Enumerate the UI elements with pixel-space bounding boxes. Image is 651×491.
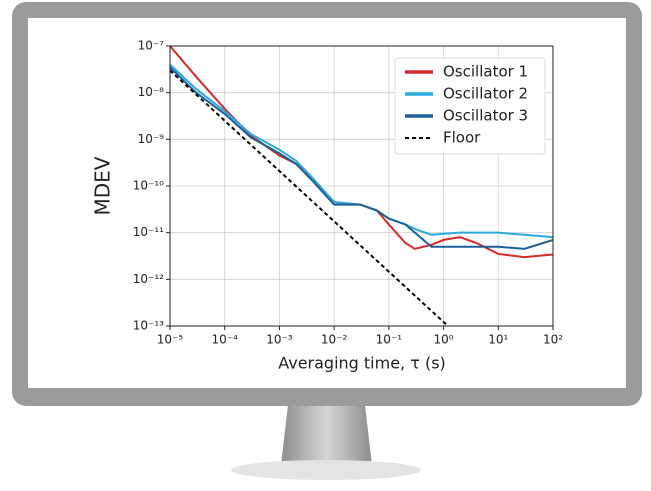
legend-label: Floor <box>443 129 481 147</box>
legend-label: Oscillator 2 <box>443 85 528 103</box>
series-group <box>170 46 553 326</box>
monitor-base <box>231 460 421 480</box>
x-axis-label: Averaging time, τ (s) <box>278 354 446 373</box>
y-tick-label: 10⁻⁸ <box>138 85 165 99</box>
x-tick-label: 10⁰ <box>434 333 454 347</box>
plot-frame <box>169 45 554 327</box>
y-tick-label: 10⁻⁹ <box>138 132 165 146</box>
x-tick-label: 10⁻⁴ <box>212 333 239 347</box>
monitor-stand <box>281 405 372 465</box>
y-tick-label: 10⁻¹⁰ <box>133 179 164 193</box>
x-tick-label: 10⁻⁵ <box>157 333 184 347</box>
plot: 10⁻⁵ 10⁻⁴ 10⁻³ 10⁻² 10⁻¹ 10⁰ 10¹ 10² 10⁻¹³ 10⁻¹² 1… <box>133 39 563 347</box>
x-tick-label: 10² <box>543 333 563 347</box>
x-tick-label: 10¹ <box>488 333 508 347</box>
x-tick-label: 10⁻¹ <box>376 333 403 347</box>
legend-label: Oscillator 3 <box>443 107 528 125</box>
legend-label: Oscillator 1 <box>443 63 528 81</box>
x-tick-label: 10⁻³ <box>266 333 293 347</box>
x-tick-label: 10⁻² <box>321 333 348 347</box>
legend-box <box>394 57 546 155</box>
y-axis-label: MDEV <box>91 156 115 215</box>
y-tick-label: 10⁻⁷ <box>138 39 165 53</box>
y-tick-label: 10⁻¹³ <box>133 319 164 333</box>
y-tick-label: 10⁻¹² <box>133 272 164 286</box>
series-line <box>170 66 553 250</box>
y-tick-label: 10⁻¹¹ <box>133 225 164 239</box>
